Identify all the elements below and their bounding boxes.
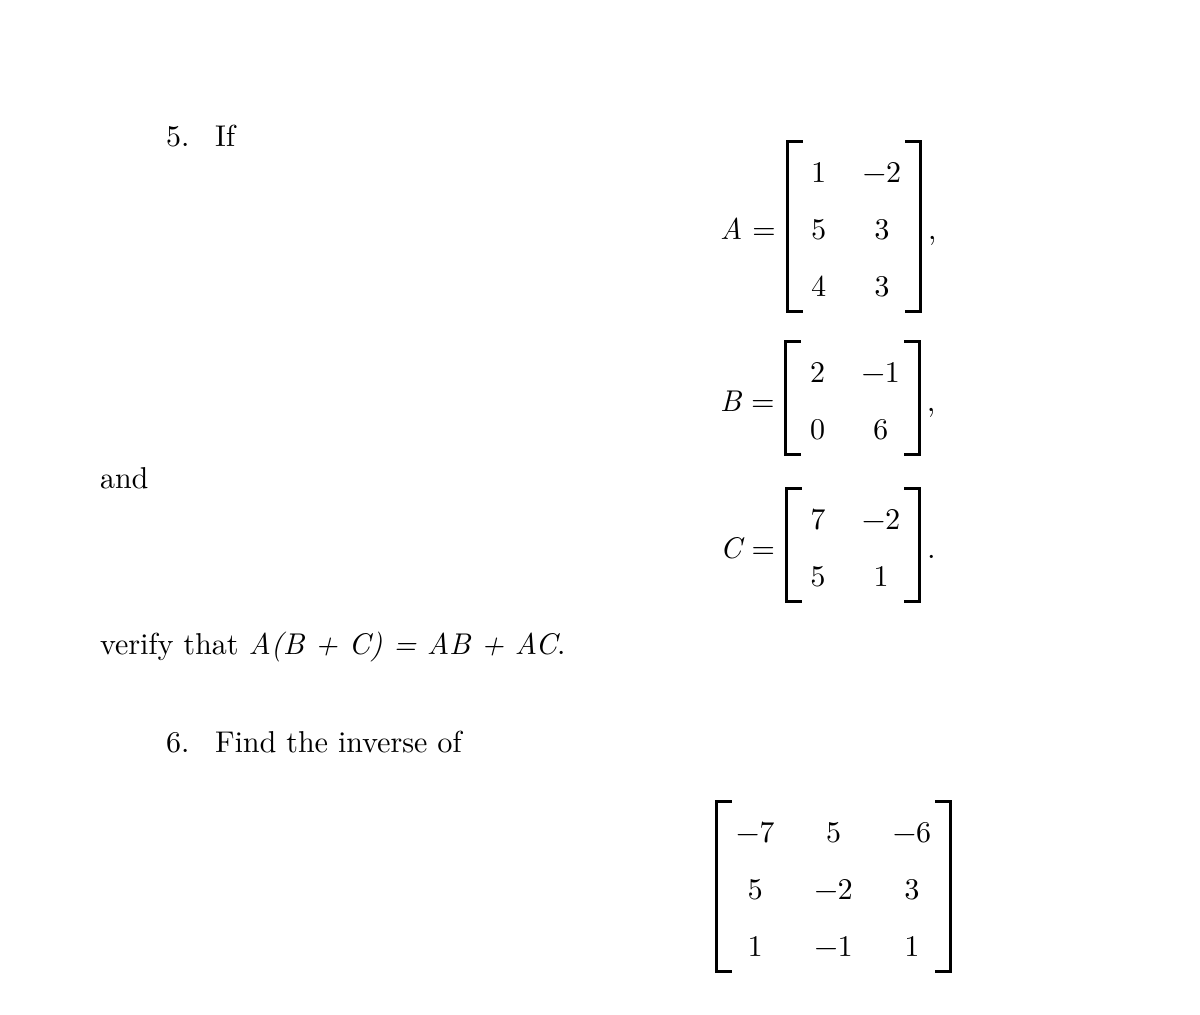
matrix-A-cell: 1: [807, 148, 831, 191]
matrix-A-cell: −2: [863, 148, 901, 191]
p6-cell: 3: [893, 865, 931, 908]
equals-sign: =: [752, 205, 775, 248]
matrix-C: 7 −2 5 1: [785, 487, 921, 603]
matrix-C-cell: −2: [862, 495, 900, 538]
equation-C: C = 7 −2 5 1 .: [720, 487, 936, 603]
p6-cell: −7: [736, 808, 774, 851]
matrix-A-symbol: A: [720, 205, 742, 248]
p6-cell: 1: [893, 922, 931, 965]
matrix-B-symbol: B: [720, 377, 741, 420]
matrix-A-cell: 3: [863, 262, 901, 305]
matrix-B-cell: −1: [861, 348, 899, 391]
page: 5. If A = 1 −2 5 3 4 3 , B = 2 −1: [0, 0, 1200, 1015]
verify-equation: A(B + C) = AB + AC: [248, 620, 557, 663]
matrix-A: 1 −2 5 3 4 3: [786, 140, 922, 313]
problem-5-number: 5.: [166, 112, 189, 155]
problem-6-number: 6.: [166, 718, 189, 761]
matrix-A-cell: 3: [863, 205, 901, 248]
trailing-punct: ,: [927, 377, 935, 420]
verify-suffix: .: [557, 620, 565, 663]
p6-cell: −6: [893, 808, 931, 851]
matrix-B-cell: 6: [861, 405, 899, 448]
equals-sign: =: [751, 524, 774, 567]
p6-cell: −2: [814, 865, 852, 908]
problem-6-matrix-wrap: −7 5 −6 5 −2 3 1 −1 1: [715, 800, 952, 973]
matrix-C-symbol: C: [720, 524, 741, 567]
equation-A: A = 1 −2 5 3 4 3 ,: [720, 140, 936, 313]
verify-prefix: verify that: [100, 620, 248, 663]
matrix-B-cell: 2: [805, 348, 829, 391]
problem-6-text: Find the inverse of: [215, 718, 462, 761]
problem-5-intro: If: [215, 112, 235, 155]
p6-cell: 5: [814, 808, 852, 851]
problem-5-verify: verify that A(B + C) = AB + AC.: [100, 620, 565, 663]
problem-6-matrix: −7 5 −6 5 −2 3 1 −1 1: [715, 800, 952, 973]
trailing-punct: .: [927, 524, 935, 567]
matrix-A-cell: 5: [807, 205, 831, 248]
p6-cell: −1: [814, 922, 852, 965]
equation-B: B = 2 −1 0 6 ,: [720, 340, 935, 456]
equals-sign: =: [751, 377, 774, 420]
p6-cell: 1: [736, 922, 774, 965]
matrix-C-cell: 5: [806, 552, 830, 595]
trailing-punct: ,: [928, 205, 936, 248]
matrix-A-cell: 4: [807, 262, 831, 305]
matrix-C-cell: 7: [806, 495, 830, 538]
matrix-C-cell: 1: [862, 552, 900, 595]
p6-cell: 5: [736, 865, 774, 908]
matrix-B-cell: 0: [805, 405, 829, 448]
problem-5-and: and: [100, 454, 148, 497]
matrix-B: 2 −1 0 6: [784, 340, 920, 456]
